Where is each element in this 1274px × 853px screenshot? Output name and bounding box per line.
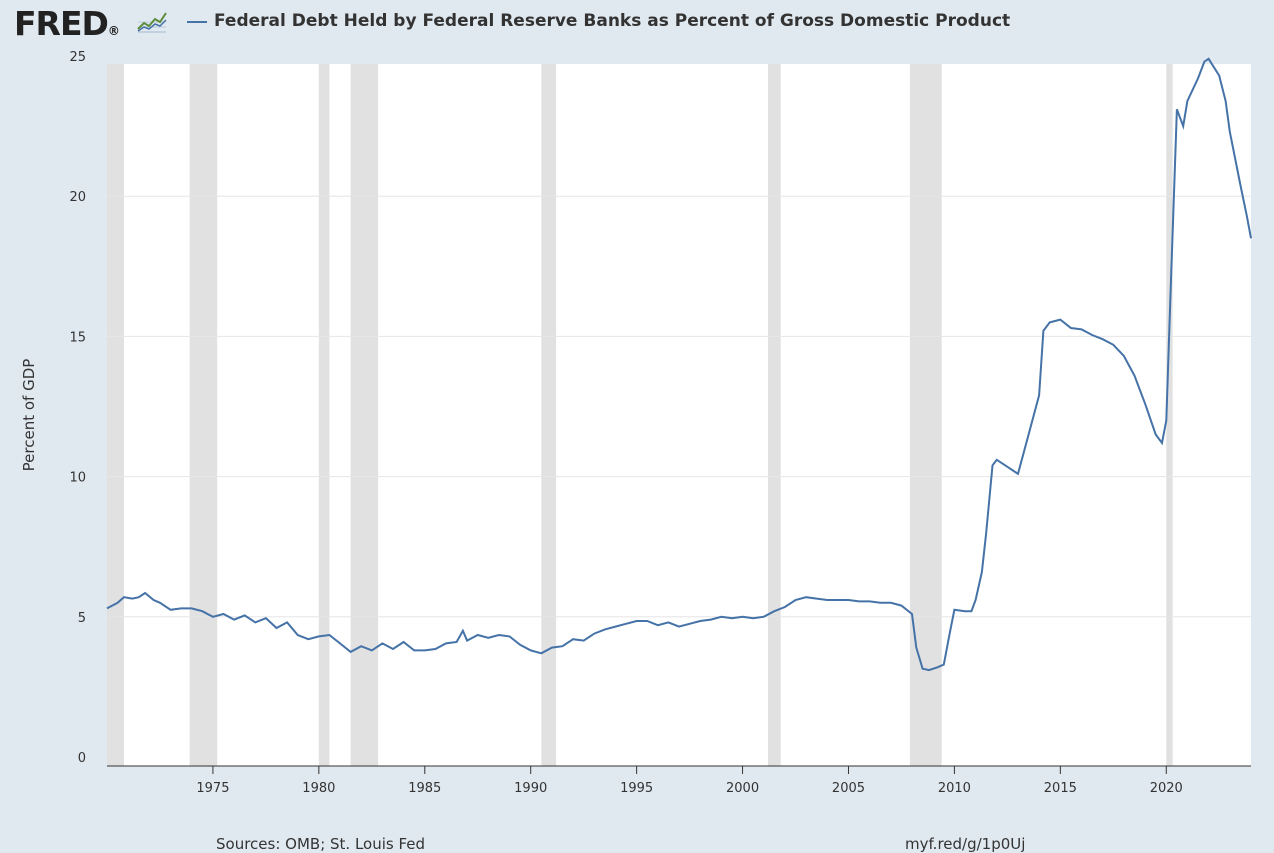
y-tick-label: 25 (69, 50, 86, 65)
x-tick-label: 2000 (726, 781, 759, 796)
recession-band (107, 64, 124, 766)
chart-title[interactable]: Federal Debt Held by Federal Reserve Ban… (214, 11, 1011, 31)
y-tick-label: 15 (69, 330, 86, 345)
x-tick-label: 2005 (832, 781, 865, 796)
line-graph-icon (136, 9, 168, 35)
recession-band (189, 64, 218, 766)
x-tick-label: 2020 (1150, 781, 1183, 796)
y-tick-label: 20 (69, 190, 86, 205)
x-tick-label: 2010 (938, 781, 971, 796)
x-tick-label: 1975 (196, 781, 229, 796)
recession-band (318, 64, 330, 766)
sources-note: Sources: OMB; St. Louis Fed (216, 835, 426, 853)
y-axis: 0 5 10 15 20 25 (69, 50, 86, 766)
short-url[interactable]: myf.red/g/1p0Uj (905, 835, 1026, 853)
x-tick-label: 1995 (620, 781, 653, 796)
x-tick-label: 1985 (408, 781, 441, 796)
recession-band (909, 64, 942, 766)
y-tick-label: 0 (78, 751, 86, 766)
legend-swatch (187, 21, 207, 23)
y-axis-label: Percent of GDP (20, 359, 38, 472)
x-axis: 1975 1980 1985 1990 1995 2000 2005 2010 2015 2020 (107, 765, 1251, 796)
x-tick-label: 1980 (302, 781, 335, 796)
recession-shading (107, 64, 1173, 766)
registered-mark: ® (107, 24, 120, 38)
series-line[interactable] (106, 57, 1252, 672)
x-tick-label: 1990 (514, 781, 547, 796)
plot-area (107, 64, 1251, 766)
fred-logo-text: FRED (14, 4, 109, 43)
x-tick-label: 2015 (1044, 781, 1077, 796)
fred-logo[interactable]: FRED® (14, 4, 120, 43)
recession-band (350, 64, 379, 766)
recession-band (541, 64, 557, 766)
y-tick-label: 10 (69, 471, 86, 486)
chart-header: FRED® Federal Debt Held by Federal Reser… (0, 0, 1274, 44)
y-tick-label: 5 (78, 611, 86, 626)
recession-band (1166, 64, 1173, 766)
gridlines (107, 195, 1251, 618)
recession-band (767, 64, 781, 766)
